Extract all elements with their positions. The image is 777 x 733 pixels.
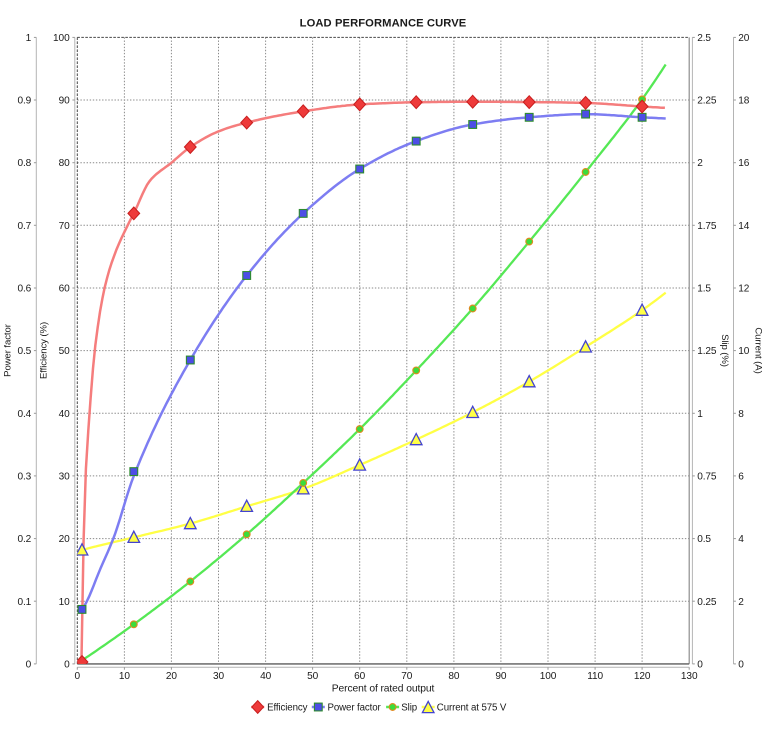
svg-text:1: 1 [697, 409, 703, 420]
svg-text:Current (A): Current (A) [753, 327, 764, 373]
svg-text:Power factor: Power factor [3, 323, 14, 377]
svg-text:0.7: 0.7 [17, 221, 31, 232]
svg-text:Slip: Slip [401, 702, 417, 713]
svg-text:0.1: 0.1 [17, 597, 31, 608]
svg-text:50: 50 [307, 671, 319, 682]
svg-text:0.4: 0.4 [17, 409, 31, 420]
svg-text:0: 0 [26, 659, 32, 670]
svg-text:18: 18 [738, 96, 750, 107]
svg-text:70: 70 [59, 221, 71, 232]
svg-text:130: 130 [681, 671, 698, 682]
svg-text:2: 2 [697, 158, 703, 169]
svg-text:1.25: 1.25 [697, 346, 717, 357]
svg-text:1.75: 1.75 [697, 221, 717, 232]
svg-text:50: 50 [59, 346, 71, 357]
svg-text:70: 70 [401, 671, 413, 682]
svg-text:0.8: 0.8 [17, 158, 31, 169]
svg-text:20: 20 [738, 33, 750, 44]
svg-text:110: 110 [587, 671, 603, 682]
svg-text:90: 90 [495, 671, 507, 682]
svg-text:2.5: 2.5 [697, 33, 711, 44]
svg-text:0: 0 [64, 659, 70, 670]
svg-text:1: 1 [26, 33, 32, 44]
svg-text:60: 60 [59, 284, 71, 295]
svg-text:6: 6 [738, 471, 744, 482]
svg-text:14: 14 [738, 221, 750, 232]
svg-text:LOAD PERFORMANCE CURVE: LOAD PERFORMANCE CURVE [300, 18, 467, 30]
svg-text:Current at 575 V: Current at 575 V [437, 702, 507, 713]
svg-text:40: 40 [260, 671, 272, 682]
svg-text:0.5: 0.5 [17, 346, 31, 357]
svg-text:Slip (%): Slip (%) [719, 334, 730, 367]
svg-text:0.6: 0.6 [17, 284, 31, 295]
svg-text:12: 12 [738, 284, 750, 295]
svg-text:Efficiency: Efficiency [267, 702, 308, 713]
svg-text:10: 10 [119, 671, 131, 682]
svg-text:Percent of rated output: Percent of rated output [332, 684, 435, 695]
svg-text:0.2: 0.2 [17, 534, 31, 545]
svg-text:30: 30 [59, 471, 71, 482]
svg-text:0: 0 [738, 659, 744, 670]
svg-text:8: 8 [738, 409, 744, 420]
svg-text:0.3: 0.3 [17, 471, 31, 482]
svg-text:10: 10 [738, 346, 750, 357]
svg-text:100: 100 [53, 33, 70, 44]
svg-text:1.5: 1.5 [697, 284, 711, 295]
svg-text:30: 30 [213, 671, 225, 682]
svg-text:20: 20 [166, 671, 178, 682]
svg-text:Efficiency (%): Efficiency (%) [39, 322, 50, 379]
svg-text:80: 80 [448, 671, 460, 682]
svg-text:60: 60 [354, 671, 366, 682]
svg-text:0: 0 [697, 659, 703, 670]
svg-text:100: 100 [540, 671, 557, 682]
svg-text:0.5: 0.5 [697, 534, 711, 545]
svg-text:40: 40 [59, 409, 71, 420]
svg-text:0.9: 0.9 [17, 96, 31, 107]
svg-text:0.25: 0.25 [697, 597, 717, 608]
svg-text:4: 4 [738, 534, 744, 545]
svg-text:10: 10 [59, 597, 71, 608]
svg-text:0.75: 0.75 [697, 471, 717, 482]
svg-text:0: 0 [75, 671, 81, 682]
svg-text:20: 20 [59, 534, 71, 545]
svg-text:16: 16 [738, 158, 750, 169]
svg-text:Power factor: Power factor [328, 702, 382, 713]
svg-text:120: 120 [634, 671, 651, 682]
svg-text:80: 80 [59, 158, 71, 169]
svg-text:2: 2 [738, 597, 744, 608]
svg-text:2.25: 2.25 [697, 96, 717, 107]
svg-text:90: 90 [59, 96, 71, 107]
